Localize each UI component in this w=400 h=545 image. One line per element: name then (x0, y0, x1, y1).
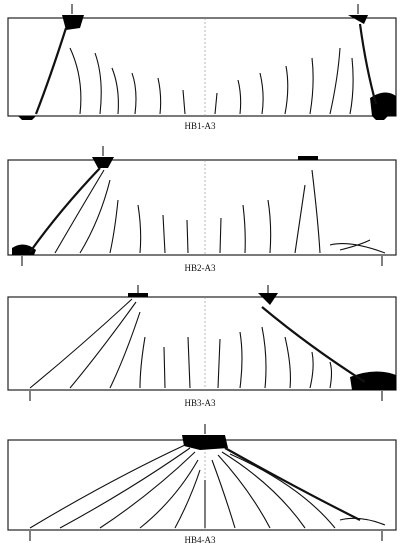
beam-panel: HB1-A3 (8, 4, 396, 131)
beam-panel: HB4-A3 (8, 424, 396, 545)
beam-panel: HB2-A3 (8, 146, 396, 273)
panel-label: HB2-A3 (185, 263, 216, 273)
figure: HB1-A3 HB2-A3 HB3-A3 HB4-A3 (0, 0, 400, 545)
beam-panel: HB3-A3 (8, 285, 396, 408)
panel-label: HB3-A3 (185, 398, 216, 408)
panel-label: HB4-A3 (185, 535, 216, 545)
beam-outline (8, 297, 396, 390)
beam-outline (8, 440, 396, 530)
panel-label: HB1-A3 (185, 121, 216, 131)
beam-outline (8, 160, 396, 255)
